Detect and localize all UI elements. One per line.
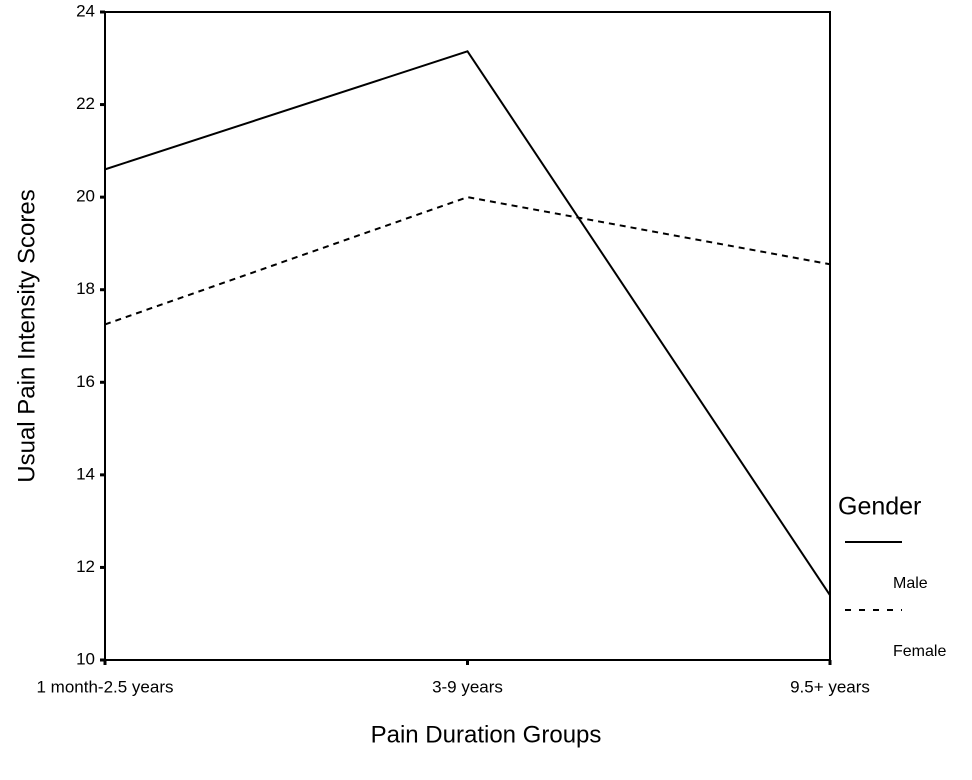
series-line <box>104 50 831 596</box>
legend-title: Gender <box>838 493 921 521</box>
y-tick-label: 20 <box>76 187 95 206</box>
series-line <box>104 196 831 326</box>
y-axis-title: Usual Pain Intensity Scores <box>13 189 40 482</box>
y-tick-label: 16 <box>76 372 95 391</box>
plot-frame <box>104 11 831 661</box>
x-tick-label: 1 month-2.5 years <box>36 677 173 696</box>
x-tick-label: 3-9 years <box>432 677 503 696</box>
y-tick-label: 22 <box>76 94 95 113</box>
legend-label: Male <box>893 575 928 592</box>
y-tick-label: 18 <box>76 279 95 298</box>
y-tick-label: 14 <box>76 464 95 483</box>
x-tick-label: 9.5+ years <box>790 677 870 696</box>
y-tick-label: 12 <box>76 557 95 576</box>
y-tick-label: 24 <box>76 1 95 20</box>
x-axis-title: Pain Duration Groups <box>371 721 602 748</box>
y-tick-label: 10 <box>76 649 95 668</box>
legend-label: Female <box>893 643 946 660</box>
